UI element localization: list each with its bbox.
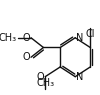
- Text: CH₃: CH₃: [0, 33, 17, 43]
- Text: O: O: [22, 52, 30, 62]
- Text: CH₃: CH₃: [36, 78, 54, 88]
- Text: N: N: [76, 72, 84, 82]
- Text: O: O: [22, 33, 30, 43]
- Text: Cl: Cl: [86, 29, 95, 39]
- Text: O: O: [37, 72, 44, 82]
- Text: N: N: [76, 33, 84, 43]
